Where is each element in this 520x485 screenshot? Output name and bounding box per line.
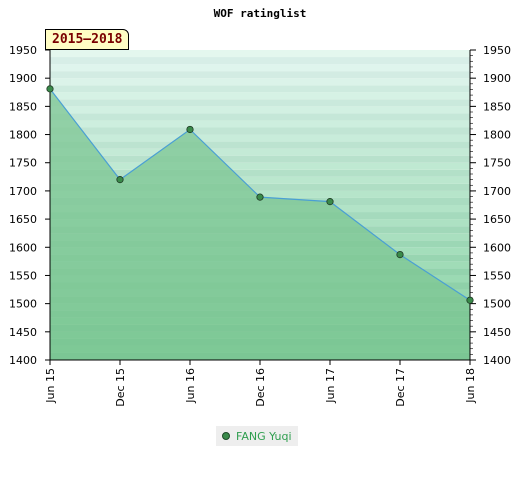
axes: 1400 1400 1450 1450 1500 1500 1550 1550 1600 1600… (9, 44, 511, 407)
y-tick-label-right: 1800 (483, 129, 511, 142)
y-tick-label-right: 1550 (483, 269, 511, 282)
series-area-fill (50, 88, 470, 361)
y-tick-label-right: 1850 (483, 100, 511, 113)
chart-title: WOF ratinglist (214, 7, 307, 20)
background-band (50, 113, 470, 121)
background-band (50, 141, 470, 149)
data-point (396, 251, 404, 259)
period-badge: 2015–2018 (45, 29, 130, 50)
background-band (50, 85, 470, 93)
background-band (50, 127, 470, 135)
y-tick-label-right: 1450 (483, 326, 511, 339)
y-tick-label-right: 1500 (483, 298, 511, 311)
legend-marker-icon (222, 432, 230, 440)
background-band (50, 148, 470, 156)
y-tick-label-left: 1500 (9, 298, 37, 311)
y-tick-label-left: 1850 (9, 100, 37, 113)
background-band (50, 134, 470, 142)
background-band (50, 92, 470, 100)
background-band (50, 120, 470, 128)
y-tick-label-right: 1950 (483, 44, 511, 57)
y-tick-label-left: 1700 (9, 185, 37, 198)
background-band (50, 176, 470, 184)
y-tick-label-right: 1650 (483, 213, 511, 226)
x-tick-label: Dec 15 (114, 368, 127, 407)
y-tick-label-left: 1750 (9, 157, 37, 170)
legend[interactable]: FANG Yuqi (216, 426, 298, 446)
x-tick-label: Jun 18 (464, 368, 477, 404)
y-tick-label-left: 1950 (9, 44, 37, 57)
series-markers (46, 85, 474, 304)
background-band (50, 71, 470, 79)
background-band (50, 64, 470, 72)
x-tick-label: Jun 17 (324, 368, 337, 404)
data-point (186, 125, 194, 134)
x-tick-label: Dec 16 (254, 368, 267, 407)
data-point (46, 85, 54, 93)
y-tick-label-right: 1700 (483, 185, 511, 198)
y-tick-label-right: 1600 (483, 241, 511, 254)
x-tick-label: Jun 16 (184, 368, 197, 404)
x-tick-label: Dec 17 (394, 368, 407, 407)
y-tick-label-left: 1450 (9, 326, 37, 339)
y-tick-label-left: 1650 (9, 213, 37, 226)
y-tick-label-left: 1900 (9, 72, 37, 85)
background-band (50, 57, 470, 65)
x-tick-label: Jun 15 (44, 368, 57, 404)
background-band (50, 155, 470, 163)
data-point (116, 176, 124, 184)
y-tick-label-left: 1400 (9, 354, 37, 367)
data-point (466, 296, 474, 304)
background-band (50, 78, 470, 86)
y-tick-label-left: 1600 (9, 241, 37, 254)
background-band (50, 169, 470, 177)
data-point (326, 198, 334, 206)
background-band (50, 162, 470, 170)
y-tick-label-left: 1800 (9, 129, 37, 142)
background-band (50, 50, 470, 58)
background-band (50, 99, 470, 107)
y-tick-label-right: 1750 (483, 157, 511, 170)
y-tick-label-right: 1400 (483, 354, 511, 367)
data-point (256, 193, 264, 201)
y-tick-label-right: 1900 (483, 72, 511, 85)
legend-series-label: FANG Yuqi (236, 429, 292, 443)
y-tick-label-left: 1550 (9, 269, 37, 282)
background-band (50, 183, 470, 191)
background-band (50, 106, 470, 114)
